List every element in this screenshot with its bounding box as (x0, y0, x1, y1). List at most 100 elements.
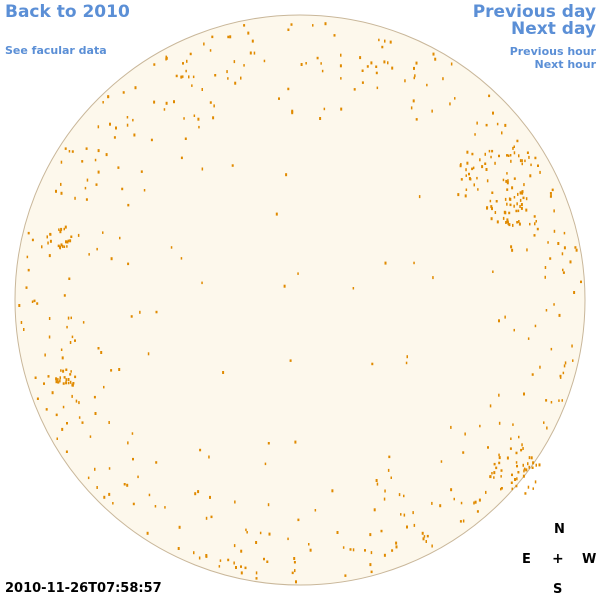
facula-mark (209, 495, 211, 499)
back-to-2010-link[interactable]: Back to 2010 (5, 2, 130, 22)
facula-mark (234, 500, 236, 504)
facula-mark (506, 202, 508, 206)
facula-mark (450, 62, 453, 66)
facula-mark (380, 529, 383, 533)
facula-mark (212, 116, 215, 120)
previous-hour-link[interactable]: Previous hour (509, 45, 596, 58)
facula-mark (96, 486, 98, 489)
facula-mark (485, 490, 487, 494)
facula-mark (545, 399, 548, 402)
facula-mark (575, 248, 578, 252)
facula-mark (18, 304, 21, 307)
facula-mark (65, 368, 68, 371)
facula-mark (498, 319, 500, 323)
facula-mark (526, 248, 528, 252)
facula-mark (544, 275, 546, 279)
facula-mark (529, 222, 531, 226)
facula-mark (500, 487, 503, 490)
facula-mark (561, 399, 563, 402)
facula-mark (462, 451, 465, 454)
facula-mark (34, 376, 37, 379)
facula-mark (359, 56, 362, 60)
facula-mark (93, 395, 96, 399)
facula-mark (61, 356, 64, 360)
facula-mark (390, 476, 392, 479)
facula-mark (518, 154, 520, 158)
facula-mark (473, 501, 475, 505)
facula-mark (431, 109, 433, 113)
facula-mark (457, 193, 460, 197)
facula-mark (294, 569, 296, 573)
facula-mark (65, 240, 67, 244)
next-day-link[interactable]: Next day (511, 19, 596, 39)
facula-mark (532, 487, 534, 490)
facula-mark (502, 178, 505, 182)
facula-mark (287, 87, 290, 91)
facula-mark (489, 404, 492, 408)
facula-mark (63, 227, 65, 231)
facula-mark (180, 75, 183, 79)
facula-mark (553, 229, 556, 233)
facula-mark (510, 481, 513, 484)
facula-mark (527, 485, 530, 489)
facula-mark (509, 447, 512, 450)
facula-mark (573, 291, 576, 294)
facula-mark (222, 371, 225, 374)
facula-mark (205, 516, 208, 520)
facula-mark (381, 45, 384, 49)
facula-mark (509, 154, 512, 157)
previous-day-link[interactable]: Previous day (472, 2, 596, 22)
facula-mark (412, 99, 415, 103)
facula-mark (150, 138, 153, 142)
facula-mark (391, 549, 394, 552)
facula-mark (414, 74, 416, 78)
facula-mark (63, 294, 66, 297)
next-hour-link[interactable]: Next hour (534, 58, 597, 71)
facula-mark (227, 77, 229, 80)
facula-mark (580, 280, 582, 284)
facula-mark (518, 220, 520, 223)
facula-mark (509, 203, 512, 207)
facula-mark (527, 337, 530, 340)
see-facular-data-link[interactable]: See facular data (5, 44, 107, 57)
facula-mark (51, 391, 54, 395)
facula-mark (549, 257, 552, 260)
facula-mark (323, 107, 326, 111)
facula-mark (102, 231, 104, 234)
facula-mark (71, 394, 73, 398)
facula-mark (371, 362, 374, 366)
facula-mark (218, 565, 221, 568)
facula-mark (201, 167, 204, 171)
facula-mark (214, 74, 217, 77)
facula-mark (113, 136, 116, 139)
facula-mark (173, 100, 175, 104)
facula-mark (94, 412, 97, 415)
facula-mark (453, 497, 455, 501)
facula-mark (240, 571, 243, 575)
facula-mark (421, 531, 424, 535)
facula-mark (531, 466, 534, 469)
facula-mark (243, 24, 246, 27)
facula-mark (434, 57, 437, 61)
facula-mark (516, 139, 519, 143)
facula-mark (197, 490, 200, 494)
facula-mark (115, 126, 117, 130)
facula-mark (49, 239, 52, 243)
facula-mark (536, 227, 539, 231)
facula-mark (233, 544, 236, 548)
facula-mark (244, 566, 247, 570)
facula-mark (384, 39, 386, 43)
facula-mark (87, 476, 90, 480)
facula-mark (527, 462, 529, 466)
facula-mark (517, 471, 520, 474)
facula-mark (352, 548, 355, 552)
facula-mark (369, 533, 372, 537)
facula-mark (364, 549, 366, 552)
facula-mark (375, 479, 378, 482)
facula-mark (505, 179, 508, 183)
facula-mark (263, 59, 266, 63)
facula-mark (63, 245, 66, 248)
facula-mark (130, 315, 133, 318)
facula-mark (376, 86, 379, 90)
facula-mark (460, 163, 462, 166)
